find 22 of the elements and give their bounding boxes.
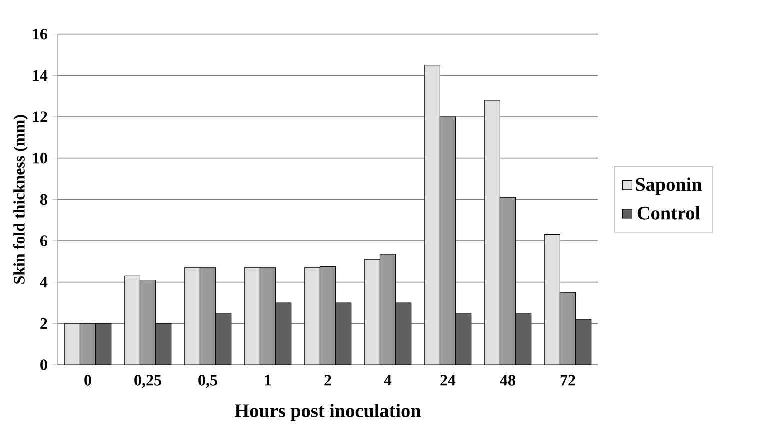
y-tick-label: 12 <box>33 112 48 122</box>
y-tick-label: 6 <box>40 236 48 246</box>
y-tick-label: 0 <box>40 360 48 370</box>
x-tick-label: 2 <box>324 375 332 386</box>
y-tick-label: 10 <box>33 152 48 164</box>
legend-label: Saponin <box>636 178 702 196</box>
x-tick-label: 72 <box>560 375 576 386</box>
x-tick-label: 0,5 <box>198 375 218 388</box>
x-tick-label: 0 <box>84 375 92 386</box>
y-axis-title: Skin fold thickness (mm) <box>13 115 28 284</box>
x-tick-label: 48 <box>500 375 516 386</box>
y-tick-label: 16 <box>33 28 48 40</box>
x-tick-label: 24 <box>440 375 456 386</box>
x-tick-label: 0,25 <box>134 375 162 388</box>
x-axis-title: Hours post inoculation <box>234 404 422 422</box>
y-tick-label: 2 <box>40 318 48 329</box>
y-tick-label: 8 <box>40 194 48 206</box>
x-tick-label: 4 <box>384 375 392 386</box>
x-tick-label: 1 <box>265 375 272 386</box>
legend-label: Control <box>638 206 700 220</box>
y-tick-label: 4 <box>40 277 48 288</box>
y-tick-label: 14 <box>33 70 48 81</box>
